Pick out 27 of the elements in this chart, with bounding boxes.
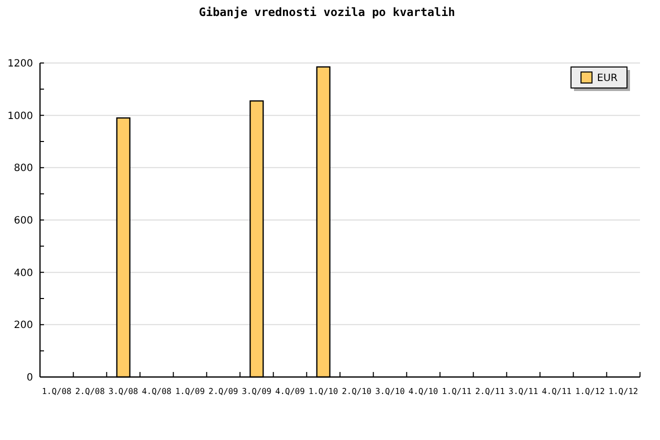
x-tick-label: 1.Q/10 (308, 386, 338, 396)
x-tick-label: 3.Q/09 (242, 386, 272, 396)
x-tick-label: 1.Q/12 (575, 386, 605, 396)
y-tick-label: 600 (14, 216, 33, 226)
x-tick-label: 2.Q/11 (475, 386, 505, 396)
chart-title: Gibanje vrednosti vozila po kvartalih (198, 5, 456, 19)
y-tick-label: 200 (14, 320, 33, 332)
x-tick-label: 3.Q/10 (375, 386, 405, 396)
y-tick-label: 1200 (8, 58, 33, 70)
x-tick-label: 4.Q/09 (275, 386, 305, 396)
x-tick-label: 4.Q/11 (542, 386, 572, 396)
x-tick-label: 2.Q/08 (75, 386, 105, 396)
y-tick-label: 400 (14, 268, 33, 279)
y-tick-label: 1000 (8, 110, 33, 122)
y-tick-label: 800 (14, 163, 33, 174)
x-tick-label: 1.Q/08 (42, 386, 72, 396)
legend-label: EUR (597, 73, 618, 84)
x-tick-label: 3.Q/11 (508, 386, 538, 396)
x-tick-label: 4.Q/08 (142, 386, 172, 396)
x-tick-label: 1.Q/11 (442, 386, 472, 396)
x-tick-label: 4.Q/10 (408, 386, 438, 396)
x-tick-label: 1.Q/12 (608, 386, 638, 396)
x-tick-label: 3.Q/08 (108, 386, 138, 396)
x-tick-label: 2.Q/10 (342, 386, 372, 396)
x-tick-label: 1.Q/09 (175, 386, 205, 396)
x-tick-label: 2.Q/09 (208, 386, 238, 396)
y-tick-label: 0 (26, 372, 33, 384)
